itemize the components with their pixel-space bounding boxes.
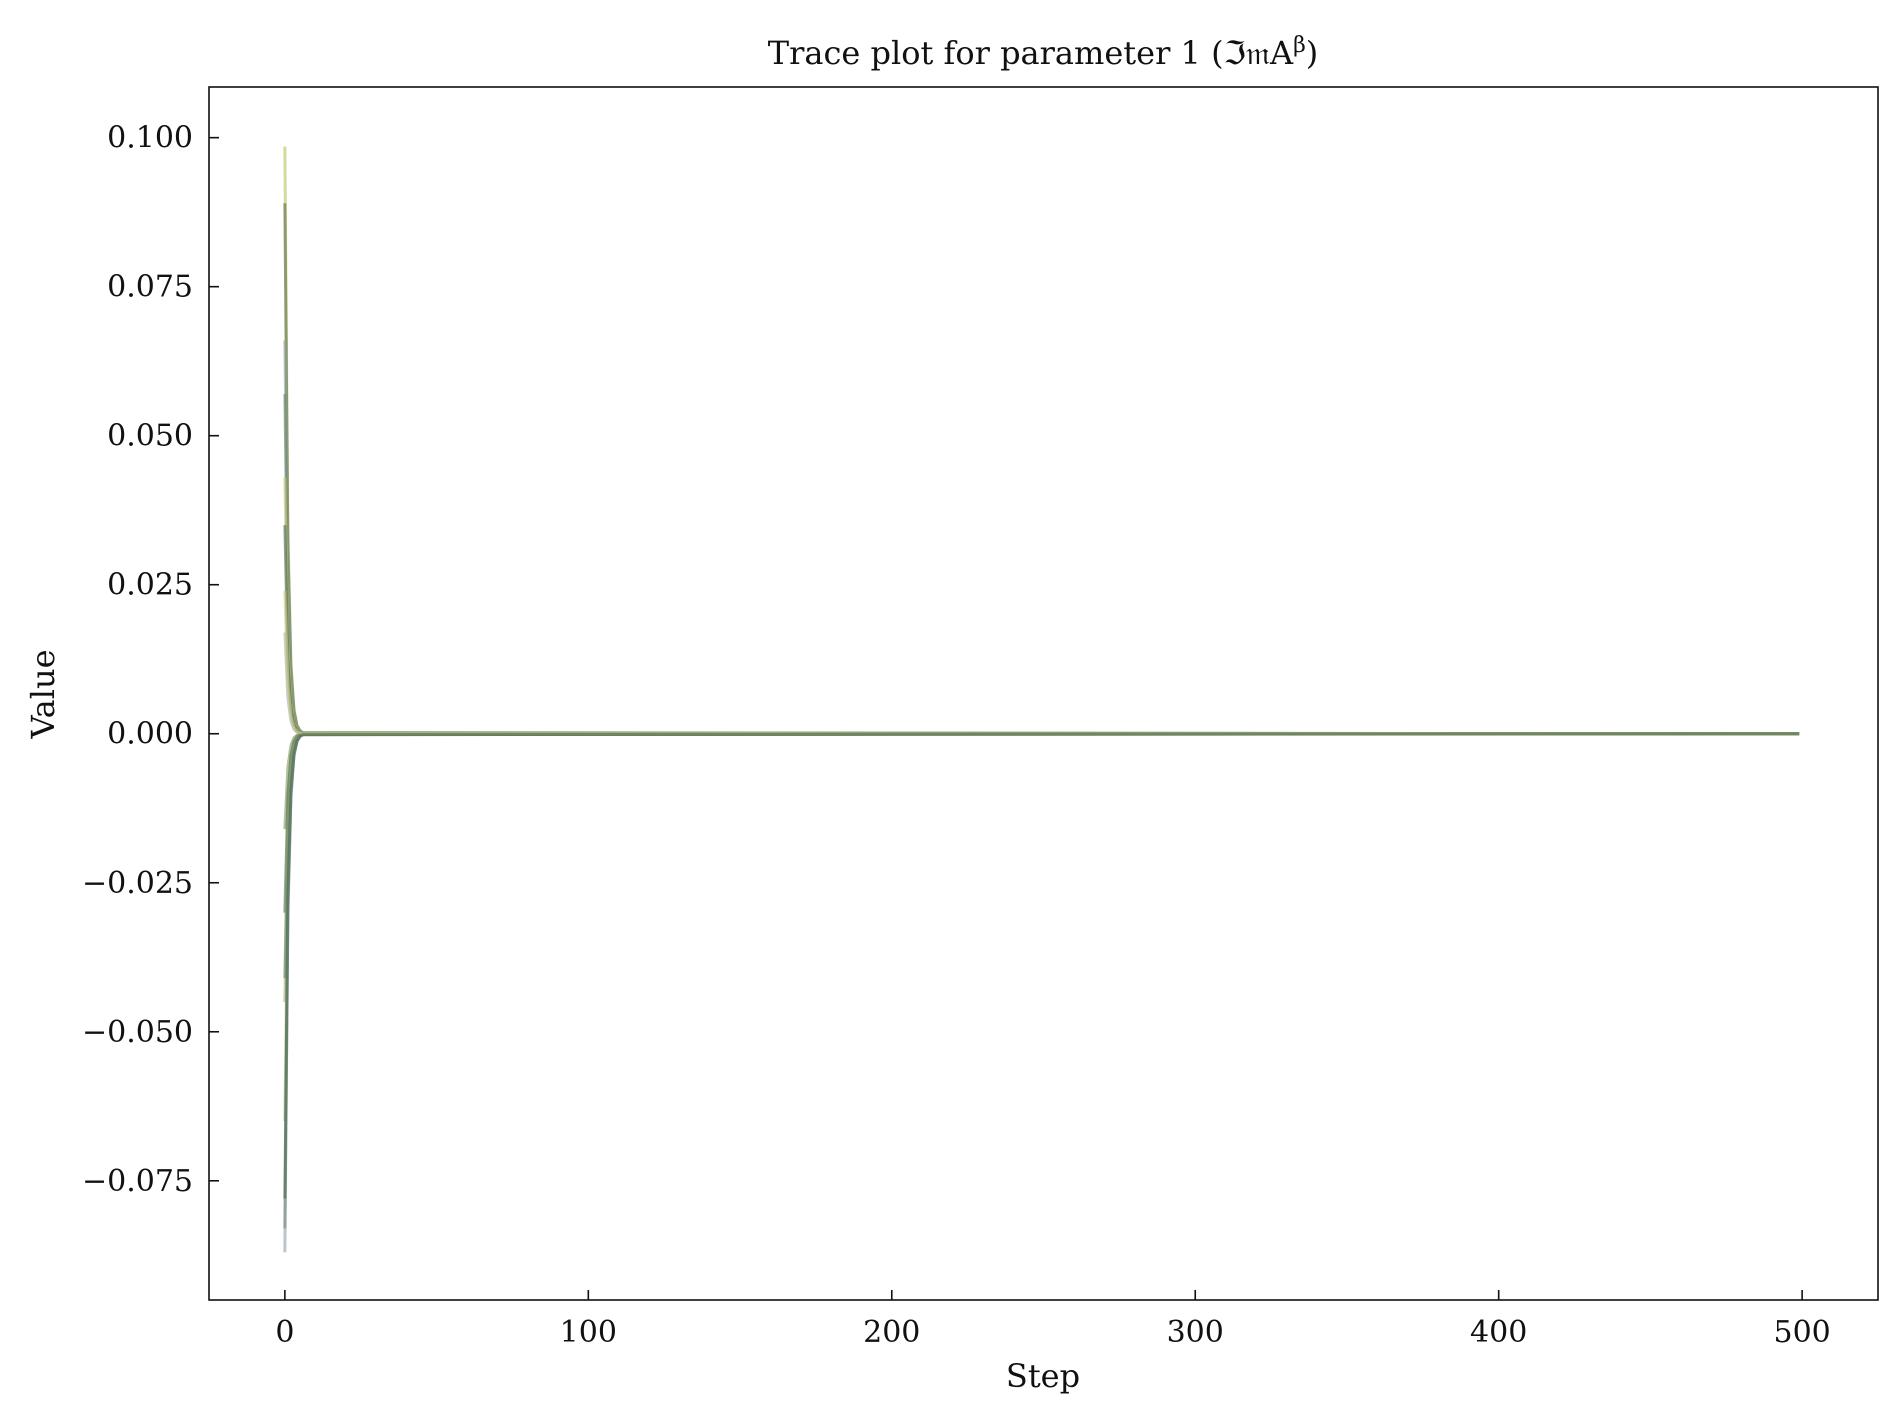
x-tick-label: 100	[560, 1315, 617, 1350]
chain-line	[283, 732, 1800, 830]
y-tick-label: −0.025	[82, 866, 193, 901]
chain-line	[283, 732, 1800, 979]
y-axis: −0.075 −0.050 −0.025 0.000 0.025 0.050 0.075 0.…	[82, 121, 219, 1199]
x-tick-label: 200	[863, 1315, 920, 1350]
y-tick-label: 0.075	[107, 270, 193, 305]
x-tick-label: 500	[1774, 1315, 1831, 1350]
x-tick-label: 400	[1470, 1315, 1527, 1350]
chain-line	[283, 340, 1800, 736]
chain-line	[283, 732, 1800, 1122]
y-tick-label: 0.100	[107, 121, 193, 156]
series-group	[283, 146, 1800, 1253]
chain-line	[283, 732, 1800, 1199]
y-tick-label: −0.075	[82, 1164, 193, 1199]
plot-area	[208, 86, 1879, 1301]
title-main: Trace plot for parameter 1 (ℑ𝔪A	[768, 34, 1294, 72]
chain-line	[283, 732, 1800, 1229]
x-axis: 0 100 200 300 400 500	[275, 1290, 1831, 1350]
chain-line	[283, 477, 1800, 736]
chain-line	[283, 146, 1800, 736]
chart-title: Trace plot for parameter 1 (ℑ𝔪Aβ)	[768, 33, 1319, 72]
chain-line	[283, 590, 1800, 736]
y-tick-label: 0.050	[107, 419, 193, 454]
chain-line	[283, 393, 1800, 736]
y-tick-label: 0.025	[107, 568, 193, 603]
x-axis-label: Step	[1006, 1357, 1080, 1395]
x-tick-label: 300	[1167, 1315, 1224, 1350]
x-tick-label: 0	[275, 1315, 294, 1350]
chain-line	[283, 732, 1800, 913]
chain-line	[283, 525, 1800, 736]
plot-frame	[208, 86, 1879, 1301]
chain-line	[283, 203, 1800, 736]
chain-line	[283, 732, 1800, 1002]
y-tick-label: −0.050	[82, 1015, 193, 1050]
y-tick-label: 0.000	[107, 717, 193, 752]
y-axis-label: Value	[24, 649, 62, 739]
chain-line	[283, 632, 1800, 736]
title-sup: β	[1293, 33, 1306, 58]
title-end: )	[1306, 34, 1318, 72]
chain-line	[283, 732, 1800, 1253]
